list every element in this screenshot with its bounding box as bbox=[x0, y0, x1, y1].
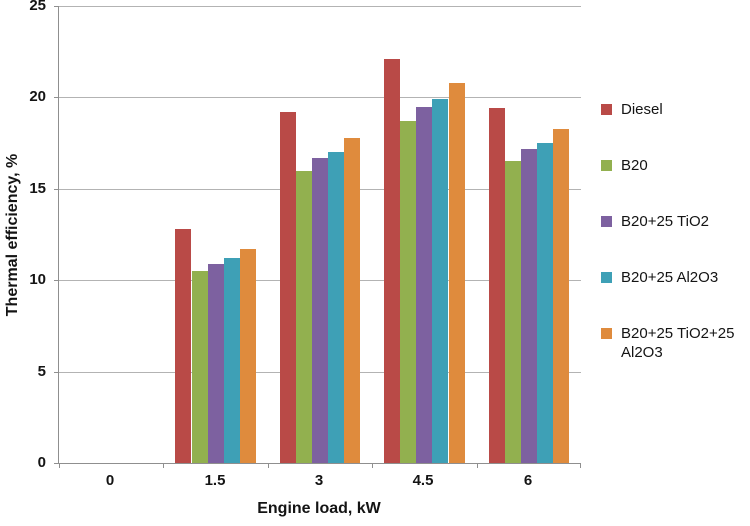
bar bbox=[295, 170, 312, 463]
gridline bbox=[59, 6, 581, 7]
legend-swatch bbox=[601, 272, 612, 283]
x-axis-title: Engine load, kW bbox=[257, 500, 381, 517]
legend-item: B20+25 TiO2+25 Al2O3 bbox=[601, 324, 747, 362]
bar bbox=[504, 161, 521, 463]
legend-item: B20 bbox=[601, 156, 747, 175]
bar bbox=[416, 106, 433, 463]
plot-area bbox=[54, 6, 581, 468]
legend-label: B20+25 Al2O3 bbox=[621, 269, 719, 286]
bar bbox=[536, 143, 553, 463]
x-tick-mark bbox=[477, 463, 478, 468]
y-tick-mark bbox=[54, 97, 59, 98]
y-tick-mark bbox=[54, 6, 59, 7]
bar bbox=[279, 112, 296, 463]
y-tick-label: 5 bbox=[37, 363, 46, 380]
legend-swatch bbox=[601, 216, 612, 227]
y-axis-title-text: Thermal efficiency, % bbox=[4, 153, 21, 316]
x-tick-mark bbox=[59, 463, 60, 468]
bar bbox=[239, 249, 256, 463]
y-tick-mark bbox=[54, 463, 59, 464]
y-axis-title: Thermal efficiency, % bbox=[2, 6, 24, 463]
x-tick-mark bbox=[372, 463, 373, 468]
bar bbox=[384, 59, 401, 463]
x-tick-mark bbox=[580, 463, 581, 468]
bar bbox=[344, 137, 361, 463]
legend-label: B20+25 TiO2+25 Al2O3 bbox=[621, 325, 735, 361]
legend: Diesel B20 B20+25 TiO2 B20+25 Al2O3 B20+25 T… bbox=[601, 100, 747, 362]
bar bbox=[328, 152, 345, 463]
legend-item: Diesel bbox=[601, 100, 747, 119]
x-tick-label: 6 bbox=[523, 472, 533, 489]
x-tick-mark bbox=[163, 463, 164, 468]
legend-swatch bbox=[601, 104, 612, 115]
x-tick-label: 3 bbox=[314, 472, 324, 489]
y-tick-label: 20 bbox=[29, 88, 46, 105]
bar bbox=[175, 229, 192, 463]
y-tick-label: 0 bbox=[37, 454, 46, 471]
legend-label: Diesel bbox=[621, 101, 663, 118]
bar bbox=[432, 99, 449, 463]
legend-item: B20+25 TiO2 bbox=[601, 212, 747, 231]
legend-label: B20+25 TiO2 bbox=[621, 213, 709, 230]
y-tick-label: 15 bbox=[29, 180, 46, 197]
legend-item: B20+25 Al2O3 bbox=[601, 268, 747, 287]
legend-label: B20 bbox=[621, 157, 648, 174]
bar bbox=[207, 263, 224, 463]
bar bbox=[191, 271, 208, 463]
x-tick-label: 1.5 bbox=[204, 472, 226, 489]
y-tick-label: 25 bbox=[29, 0, 46, 14]
legend-swatch bbox=[601, 160, 612, 171]
legend-swatch bbox=[601, 328, 612, 339]
bar bbox=[448, 82, 465, 463]
bar bbox=[520, 148, 537, 463]
x-tick-label: 4.5 bbox=[412, 472, 434, 489]
bar bbox=[400, 121, 417, 463]
y-tick-label: 10 bbox=[29, 271, 46, 288]
x-tick-mark bbox=[268, 463, 269, 468]
bar bbox=[488, 108, 505, 463]
bar bbox=[223, 258, 240, 463]
x-tick-label: 0 bbox=[105, 472, 115, 489]
y-tick-mark bbox=[54, 189, 59, 190]
y-tick-mark bbox=[54, 280, 59, 281]
y-tick-mark bbox=[54, 372, 59, 373]
bar bbox=[552, 128, 569, 463]
gridline bbox=[59, 97, 581, 98]
bar bbox=[312, 157, 329, 463]
